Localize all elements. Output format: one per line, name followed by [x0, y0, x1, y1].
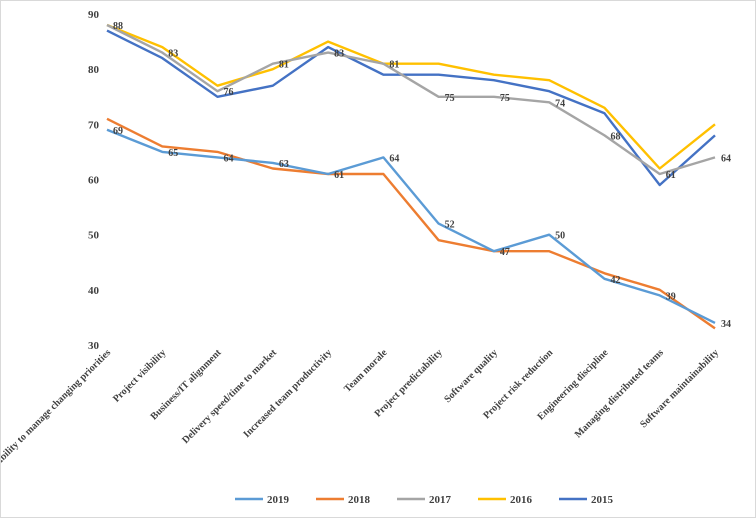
data-label: 64 [224, 153, 234, 164]
y-tick-label: 30 [88, 340, 100, 352]
data-label: 83 [168, 49, 178, 60]
x-tick-label: Delivery speed/time to market [180, 347, 279, 446]
legend-label: 2016 [510, 494, 533, 506]
data-label: 52 [445, 220, 455, 231]
legend-label: 2017 [429, 494, 452, 506]
data-label: 64 [389, 153, 399, 164]
data-label: 47 [500, 247, 510, 258]
data-label: 81 [389, 60, 399, 71]
x-tick-label: Increased team productivity [241, 347, 334, 440]
y-tick-label: 40 [88, 285, 100, 297]
y-tick-label: 80 [88, 64, 100, 76]
data-label: 75 [500, 93, 510, 104]
y-tick-label: 50 [88, 230, 100, 242]
x-tick-label: Ability to manage changing priorities [1, 347, 113, 468]
data-label: 50 [555, 231, 565, 242]
data-label: 63 [279, 159, 289, 170]
legend-label: 2019 [267, 494, 290, 506]
legend: 2019 2018 2017 2016 2015 [235, 494, 614, 506]
x-tick-label: Software quality [442, 347, 500, 405]
data-label: 75 [445, 93, 455, 104]
series-line-2016 [106, 23, 716, 170]
x-tick-label: Managing distributed teams [573, 347, 666, 440]
y-tick-label: 90 [88, 9, 100, 21]
x-tick-label: Project visibility [111, 347, 168, 404]
data-label: 81 [279, 60, 289, 71]
data-label: 61 [666, 170, 676, 181]
data-label: 69 [113, 126, 123, 137]
y-tick-label: 70 [88, 119, 100, 131]
legend-label: 2015 [591, 494, 614, 506]
series-line-2015 [106, 29, 716, 187]
data-label: 83 [334, 49, 344, 60]
series-line-2018 [106, 117, 716, 330]
data-labels: 88 83 76 81 83 81 75 75 74 68 61 64 69 65 64 63 61 64 52 47… [113, 21, 731, 330]
y-tick-label: 60 [88, 175, 100, 187]
data-label: 64 [721, 153, 731, 164]
data-label: 61 [334, 170, 344, 181]
data-label: 39 [666, 291, 676, 302]
data-label: 65 [168, 148, 178, 159]
data-label: 76 [224, 87, 234, 98]
y-axis: 30 40 50 60 70 80 90 [88, 9, 100, 352]
legend-label: 2018 [348, 494, 371, 506]
series-line-2017 [106, 23, 716, 176]
series-lines [106, 23, 716, 330]
data-label: 34 [721, 319, 731, 330]
data-label: 88 [113, 21, 123, 32]
series-line-2019 [106, 128, 716, 324]
x-axis: Ability to manage changing prioritiesPro… [1, 347, 721, 468]
data-label: 74 [555, 98, 565, 109]
x-tick-label: Team morale [342, 347, 390, 395]
data-label: 68 [610, 131, 620, 142]
data-label: 42 [610, 275, 620, 286]
